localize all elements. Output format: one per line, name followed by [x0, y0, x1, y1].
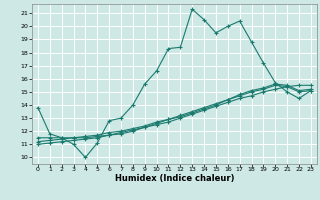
X-axis label: Humidex (Indice chaleur): Humidex (Indice chaleur) — [115, 174, 234, 183]
